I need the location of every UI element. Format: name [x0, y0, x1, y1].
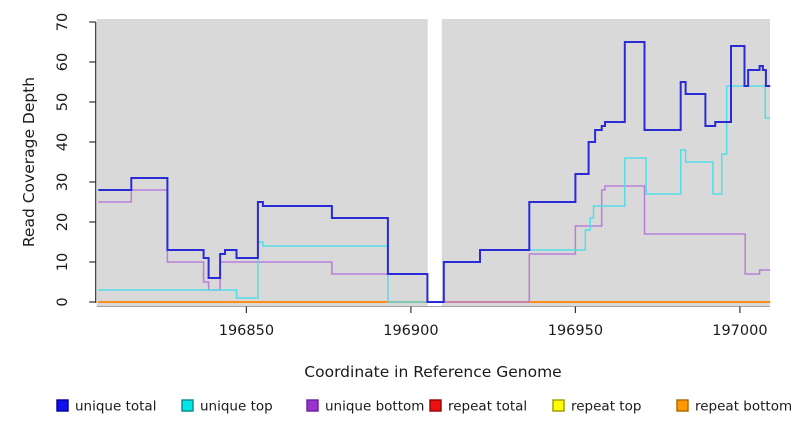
legend-item-repeat-total: repeat total	[429, 399, 527, 415]
x-tick-label: 196950	[548, 323, 603, 339]
legend-label: repeat top	[571, 399, 641, 415]
legend-label: unique bottom	[325, 399, 424, 415]
legend-swatch-unique-top	[181, 399, 194, 412]
x-tick-label: 196850	[219, 323, 274, 339]
legend-swatch-repeat-bottom	[676, 399, 689, 412]
y-tick-label: 60	[55, 53, 71, 71]
legend-swatch-unique-bottom	[306, 399, 319, 412]
series-line-unique-total	[98, 41, 771, 303]
series-line-unique-top	[98, 85, 771, 303]
x-tick-label: 196900	[383, 323, 438, 339]
legend-item-unique-top: unique top	[181, 399, 273, 415]
legend-label: repeat total	[448, 399, 527, 415]
y-axis-title: Read Coverage Depth	[20, 77, 38, 247]
legend-label: unique top	[200, 399, 273, 415]
y-tick-label: 0	[55, 297, 71, 306]
legend-item-repeat-bottom: repeat bottom	[676, 399, 792, 415]
legend-swatch-repeat-total	[429, 399, 442, 412]
y-tick-label: 50	[55, 93, 71, 111]
y-tick-label: 40	[55, 133, 71, 151]
legend-label: repeat bottom	[695, 399, 792, 415]
legend-swatch-repeat-top	[552, 399, 565, 412]
legend-item-unique-total: unique total	[56, 399, 156, 415]
x-axis-title: Coordinate in Reference Genome	[304, 363, 561, 381]
y-tick-label: 30	[55, 173, 71, 191]
y-tick-label: 10	[55, 253, 71, 271]
x-tick-label: 197000	[712, 323, 767, 339]
legend-swatch-unique-total	[56, 399, 69, 412]
coverage-gap-band	[427, 19, 442, 307]
legend-item-repeat-top: repeat top	[552, 399, 641, 415]
legend-item-unique-bottom: unique bottom	[306, 399, 424, 415]
y-tick-label: 20	[55, 213, 71, 231]
y-tick-label: 70	[55, 13, 71, 31]
legend-label: unique total	[75, 399, 156, 415]
